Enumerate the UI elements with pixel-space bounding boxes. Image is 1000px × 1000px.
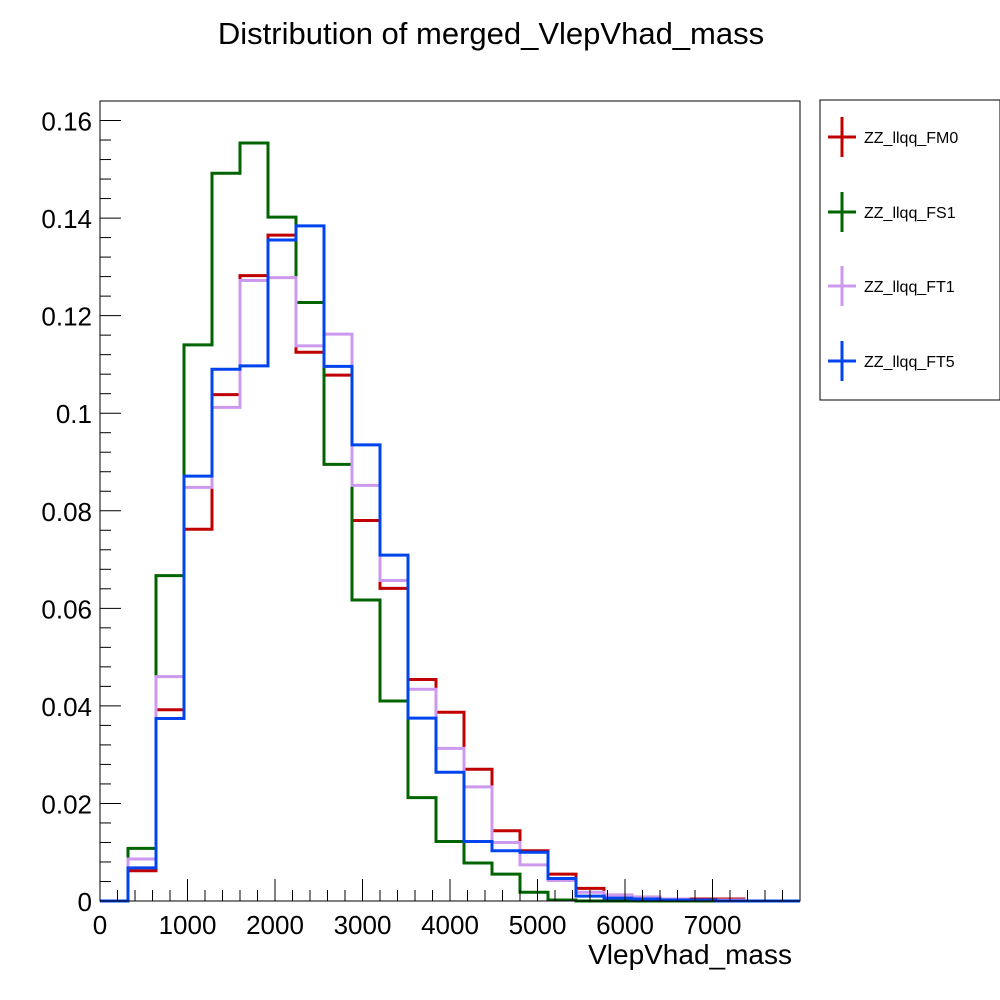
y-tick-label: 0.12 xyxy=(41,302,92,332)
x-tick-label: 6000 xyxy=(596,910,654,940)
y-tick-label: 0.08 xyxy=(41,497,92,527)
legend-label: ZZ_llqq_FS1 xyxy=(864,205,956,222)
x-tick-label: 4000 xyxy=(421,910,479,940)
series-line-1 xyxy=(100,233,800,903)
x-tick-label: 3000 xyxy=(334,910,392,940)
legend-label: ZZ_llqq_FM0 xyxy=(864,130,958,147)
plot-frame xyxy=(99,100,801,902)
series-line-2 xyxy=(100,141,800,903)
series-line-3 xyxy=(100,276,800,903)
chart-title: Distribution of merged_VlepVhad_mass xyxy=(218,16,764,51)
legend: ZZ_llqq_FM0 ZZ_llqq_FS1 ZZ_llqq_FT1 ZZ_llqq… xyxy=(819,99,1000,401)
x-tick-label: 7000 xyxy=(684,910,742,940)
series-layer xyxy=(100,141,800,903)
x-tick-label: 1000 xyxy=(159,910,217,940)
x-tick-label: 0 xyxy=(93,910,107,940)
axis-layer: 0 1000 2000 3000 4000 5000 6000 7000 0 0.02 0.04 0.… xyxy=(41,101,800,940)
x-tick-label: 2000 xyxy=(246,910,304,940)
legend-entry-1: ZZ_llqq_FM0 xyxy=(828,117,958,157)
legend-entry-3: ZZ_llqq_FT1 xyxy=(828,266,955,306)
legend-entry-4: ZZ_llqq_FT5 xyxy=(828,341,955,381)
y-tick-label: 0.02 xyxy=(41,789,92,819)
legend-box xyxy=(819,99,1000,401)
y-tick-label: 0.16 xyxy=(41,107,92,137)
x-axis-label: VlepVhad_mass xyxy=(588,939,792,970)
x-tick-label: 5000 xyxy=(509,910,567,940)
y-tick-label: 0.1 xyxy=(56,399,92,429)
y-tick-label: 0.14 xyxy=(41,204,92,234)
y-tick-label: 0.04 xyxy=(41,692,92,722)
y-tick-label: 0.06 xyxy=(41,594,92,624)
legend-label: ZZ_llqq_FT1 xyxy=(864,279,955,296)
y-tick-label: 0 xyxy=(78,887,92,917)
legend-entry-2: ZZ_llqq_FS1 xyxy=(828,192,956,232)
legend-label: ZZ_llqq_FT5 xyxy=(864,354,955,371)
series-line-4 xyxy=(100,224,800,903)
